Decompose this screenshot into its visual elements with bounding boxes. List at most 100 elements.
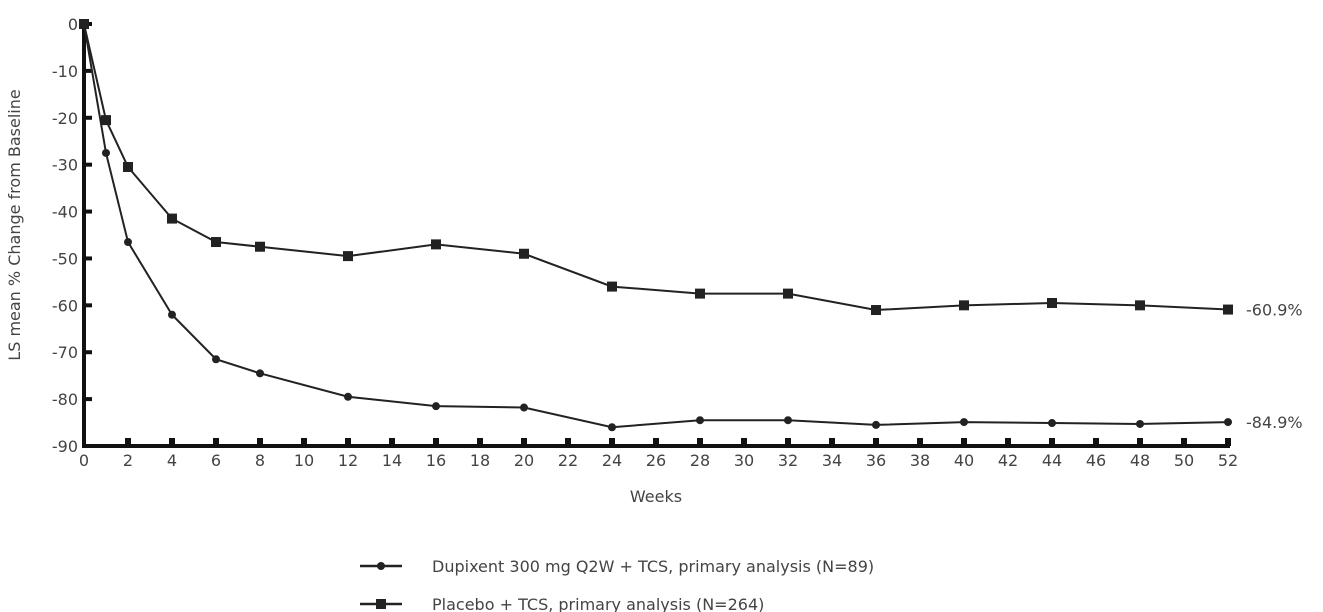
y-tick-mark <box>84 68 92 73</box>
y-tick-label: 0 <box>68 15 78 34</box>
y-tick-label: -90 <box>52 437 78 456</box>
square-point <box>1135 300 1145 311</box>
x-tick-label: 50 <box>1174 451 1194 470</box>
x-tick-label: 20 <box>514 451 534 470</box>
x-tick-mark <box>521 438 527 446</box>
x-tick-mark <box>961 438 967 446</box>
x-tick-mark <box>257 438 263 446</box>
end-value-label: -60.9% <box>1246 301 1303 320</box>
y-tick-label: -50 <box>52 249 78 268</box>
legend-item: Placebo + TCS, primary analysis (N=264) <box>360 595 764 612</box>
x-tick-label: 14 <box>382 451 402 470</box>
circle-point <box>1224 418 1232 427</box>
end-value-label: -84.9% <box>1246 413 1303 432</box>
x-tick-label: 18 <box>470 451 490 470</box>
y-tick-label: -20 <box>52 109 78 128</box>
series-line <box>83 23 1229 312</box>
x-tick-label: 10 <box>294 451 314 470</box>
series-line <box>83 23 1229 429</box>
x-tick-mark <box>829 438 835 446</box>
square-point <box>123 162 133 173</box>
circle-point <box>256 369 264 378</box>
circle-point <box>212 355 220 364</box>
x-tick-label: 22 <box>558 451 578 470</box>
y-tick-mark <box>84 397 92 402</box>
square-point <box>343 251 353 262</box>
x-tick-mark <box>301 438 307 446</box>
x-tick-mark <box>345 438 351 446</box>
x-tick-mark <box>1137 438 1143 446</box>
y-tick-label: -10 <box>52 62 78 81</box>
x-tick-label: 38 <box>910 451 930 470</box>
x-tick-mark <box>1181 438 1187 446</box>
x-tick-label: 48 <box>1130 451 1150 470</box>
x-tick-label: 6 <box>211 451 221 470</box>
y-tick-mark <box>84 209 92 214</box>
x-axis-title: Weeks <box>630 487 682 506</box>
x-axis-ticks: 0 2 4 6 8 10 12 14 16 18 20 22 24 26 28 30 32 34 36 38 40 42 4… <box>79 438 1238 470</box>
legend-item: Dupixent 300 mg Q2W + TCS, primary analy… <box>360 557 874 576</box>
legend-square-marker <box>376 599 386 609</box>
circle-point <box>102 148 110 157</box>
y-tick-label: -30 <box>52 156 78 175</box>
square-point <box>871 305 881 316</box>
circle-point <box>960 418 968 427</box>
x-tick-label: 26 <box>646 451 666 470</box>
x-tick-mark <box>389 438 395 446</box>
y-axis-ticks: 0 -10 -20 -30 -40 -50 -60 -70 -80 -90 <box>52 15 92 456</box>
legend-label: Dupixent 300 mg Q2W + TCS, primary analy… <box>432 557 874 576</box>
square-point <box>783 288 793 299</box>
x-tick-mark <box>433 438 439 446</box>
series-2: -60.9% <box>79 19 1303 320</box>
square-point <box>1047 297 1057 308</box>
y-tick-mark <box>84 256 92 261</box>
x-tick-label: 44 <box>1042 451 1062 470</box>
square-point <box>519 248 529 259</box>
x-tick-mark <box>1049 438 1055 446</box>
x-tick-mark <box>477 438 483 446</box>
x-tick-label: 46 <box>1086 451 1106 470</box>
circle-point <box>1136 419 1144 428</box>
legend-label: Placebo + TCS, primary analysis (N=264) <box>432 595 764 612</box>
circle-point <box>784 416 792 425</box>
square-point <box>695 288 705 299</box>
square-point <box>255 241 265 252</box>
x-tick-mark <box>1005 438 1011 446</box>
x-tick-mark <box>697 438 703 446</box>
x-tick-label: 34 <box>822 451 842 470</box>
circle-point <box>168 310 176 319</box>
square-point <box>79 19 89 29</box>
x-tick-label: 40 <box>954 451 974 470</box>
x-tick-mark <box>653 438 659 446</box>
x-tick-mark <box>565 438 571 446</box>
x-tick-label: 12 <box>338 451 358 470</box>
circle-point <box>432 402 440 411</box>
legend: Dupixent 300 mg Q2W + TCS, primary analy… <box>360 557 874 612</box>
series-1: -84.9% <box>80 20 1303 432</box>
legend-circle-marker <box>377 562 385 570</box>
circle-point <box>124 238 132 247</box>
y-tick-mark <box>84 303 92 308</box>
x-tick-label: 28 <box>690 451 710 470</box>
y-tick-label: -40 <box>52 203 78 222</box>
x-tick-label: 4 <box>167 451 177 470</box>
square-point <box>1223 304 1233 315</box>
square-point <box>959 300 969 311</box>
circle-point <box>872 420 880 429</box>
square-point <box>431 239 441 250</box>
x-tick-mark <box>1225 438 1231 446</box>
x-tick-label: 42 <box>998 451 1018 470</box>
x-tick-mark <box>609 438 615 446</box>
x-tick-mark <box>125 438 131 446</box>
square-point <box>167 213 177 224</box>
x-tick-label: 32 <box>778 451 798 470</box>
x-tick-label: 16 <box>426 451 446 470</box>
x-tick-mark <box>741 438 747 446</box>
y-axis-title: LS mean % Change from Baseline <box>5 89 24 360</box>
x-tick-mark <box>873 438 879 446</box>
y-tick-mark <box>84 162 92 167</box>
y-tick-mark <box>84 350 92 355</box>
y-tick-mark <box>84 115 92 120</box>
series-layer: -84.9% -60.9% <box>79 19 1303 432</box>
